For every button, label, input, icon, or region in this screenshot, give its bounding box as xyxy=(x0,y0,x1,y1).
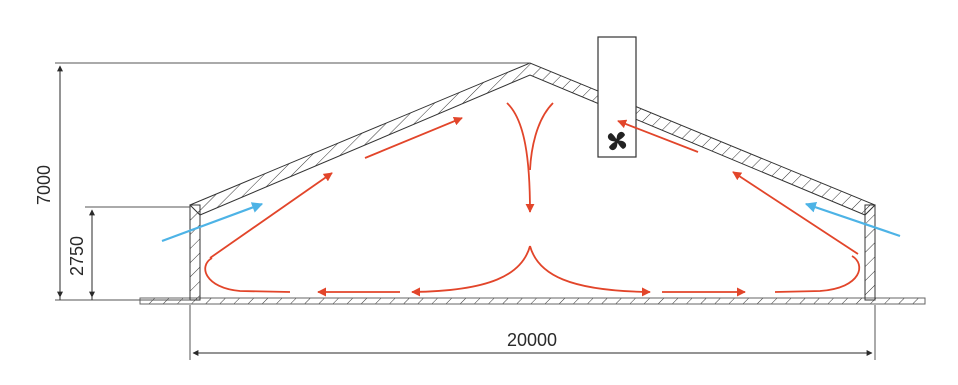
height-7000-dimension xyxy=(55,62,530,301)
roof xyxy=(189,62,876,216)
height-2750-dimension xyxy=(85,206,190,300)
airflow-arrows xyxy=(204,102,861,297)
right-wall xyxy=(864,204,876,301)
ground xyxy=(139,297,926,305)
fan-icon xyxy=(607,131,627,151)
height-2750-label: 2750 xyxy=(67,236,87,276)
width-20000-dimension xyxy=(189,305,876,360)
width-20000-label: 20000 xyxy=(507,330,557,350)
fresh-air-inlet-right xyxy=(804,201,901,238)
fresh-air-inlet-left xyxy=(161,202,264,243)
height-7000-label: 7000 xyxy=(34,165,54,205)
left-wall xyxy=(189,204,201,301)
